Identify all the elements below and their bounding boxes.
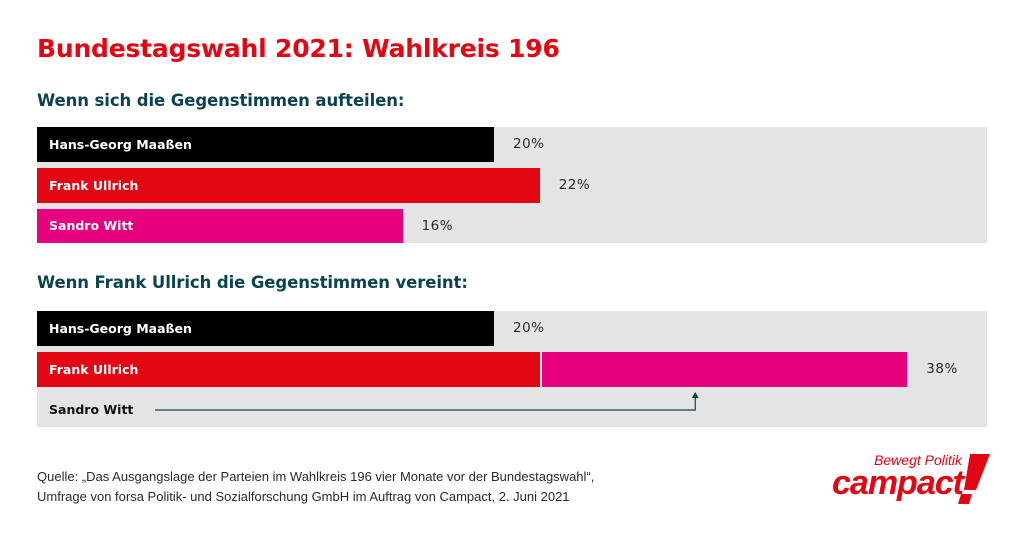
exclamation-icon (958, 454, 990, 504)
chart1-bar-witt: Sandro Witt (37, 209, 403, 243)
bar-label: Frank Ullrich (49, 178, 139, 193)
chart2-label-witt: Sandro Witt (49, 402, 134, 417)
chart1-bar-ullrich: Frank Ullrich (37, 168, 540, 203)
source-note: Quelle: „Das Ausgangslage der Parteien i… (37, 467, 594, 507)
source-line-2: Umfrage von forsa Politik- und Sozialfor… (37, 489, 570, 504)
chart1-value-ullrich: 22% (558, 177, 591, 193)
bar-label: Sandro Witt (49, 218, 134, 233)
bar-label: Hans-Georg Maaßen (49, 321, 192, 336)
chart1-subtitle: Wenn sich die Gegenstimmen aufteilen: (37, 91, 405, 110)
chart1-value-witt: 16% (421, 218, 454, 234)
chart2-bar-ullrich: Frank Ullrich (37, 352, 540, 387)
source-line-1: Quelle: „Das Ausgangslage der Parteien i… (37, 469, 595, 484)
chart2-bar-ullrich-added-witt (541, 352, 908, 387)
bar-label: Hans-Georg Maaßen (49, 137, 192, 152)
chart2-panel: Hans-Georg Maaßen 20% Frank Ullrich 38% … (37, 311, 987, 427)
logo-tagline: Bewegt Politik (874, 452, 962, 468)
chart1-value-maassen: 20% (513, 136, 545, 152)
transfer-arrow-icon (155, 392, 699, 411)
chart1-panel: Hans-Georg Maaßen 20% Frank Ullrich 22% … (37, 127, 987, 243)
chart2-bar-maassen: Hans-Georg Maaßen (37, 311, 494, 346)
chart1-bar-maassen: Hans-Georg Maaßen (37, 127, 494, 162)
arrow-head (691, 392, 699, 398)
chart2-value-maassen: 20% (513, 320, 545, 336)
chart-title: Bundestagswahl 2021: Wahlkreis 196 (37, 34, 560, 63)
campact-logo: Bewegt Politik campact (830, 452, 990, 508)
chart2-subtitle: Wenn Frank Ullrich die Gegenstimmen vere… (37, 273, 468, 292)
arrow-line (155, 397, 696, 411)
logo-wordmark: campact (832, 464, 964, 502)
chart2-value-ullrich: 38% (926, 361, 958, 377)
bar-label: Frank Ullrich (49, 362, 139, 377)
